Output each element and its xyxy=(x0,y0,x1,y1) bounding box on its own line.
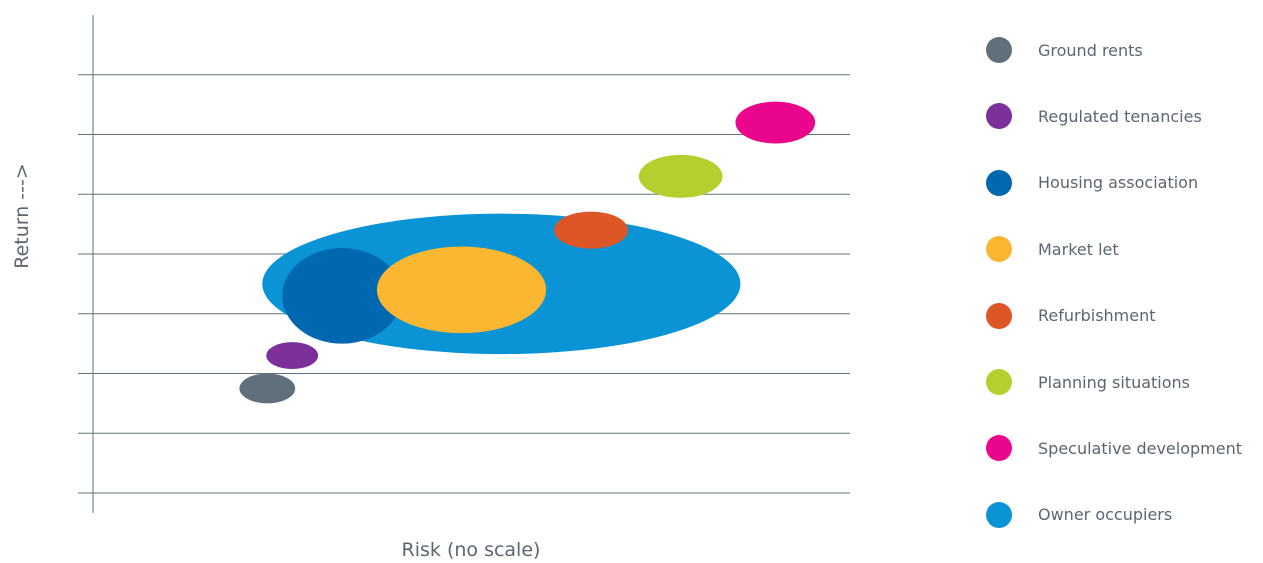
legend-item: Regulated tenancies xyxy=(986,96,1202,136)
legend-swatch xyxy=(986,435,1012,462)
bubble-market-let xyxy=(376,246,547,334)
legend-item: Market let xyxy=(986,229,1119,269)
bubble-speculative-development xyxy=(735,101,816,144)
legend-swatch xyxy=(986,103,1012,130)
bubble-refurbishment xyxy=(554,211,628,249)
axes xyxy=(78,15,850,513)
bubbles xyxy=(239,101,816,404)
legend-label: Regulated tenancies xyxy=(1038,106,1202,126)
bubble-regulated-tenancies xyxy=(266,342,319,370)
legend-item: Speculative development xyxy=(986,428,1242,468)
legend-label: Owner occupiers xyxy=(1038,505,1173,525)
x-axis-title: Risk (no scale) xyxy=(402,539,541,561)
legend-item: Owner occupiers xyxy=(986,495,1172,535)
legend-label: Ground rents xyxy=(1038,40,1143,60)
legend-label: Speculative development xyxy=(1038,438,1243,458)
legend-swatch xyxy=(986,302,1012,329)
legend-label: Planning situations xyxy=(1038,372,1190,392)
bubble-planning-situations xyxy=(638,154,723,198)
legend-item: Housing association xyxy=(986,163,1198,203)
legend-swatch xyxy=(986,236,1012,263)
legend-item: Planning situations xyxy=(986,362,1190,402)
legend-swatch xyxy=(986,37,1012,63)
legend-swatch xyxy=(986,169,1012,196)
legend-item: Refurbishment xyxy=(986,296,1156,336)
legend-label: Refurbishment xyxy=(1038,306,1156,326)
legend-label: Housing association xyxy=(1038,173,1199,193)
legend-swatch xyxy=(986,501,1012,528)
legend-label: Market let xyxy=(1038,239,1119,259)
bubble-housing-association xyxy=(282,248,402,344)
legend-item: Ground rents xyxy=(986,30,1143,70)
legend-swatch xyxy=(986,369,1012,395)
y-axis-title: Return ---> xyxy=(11,163,33,269)
bubble-ground-rents xyxy=(239,373,296,404)
